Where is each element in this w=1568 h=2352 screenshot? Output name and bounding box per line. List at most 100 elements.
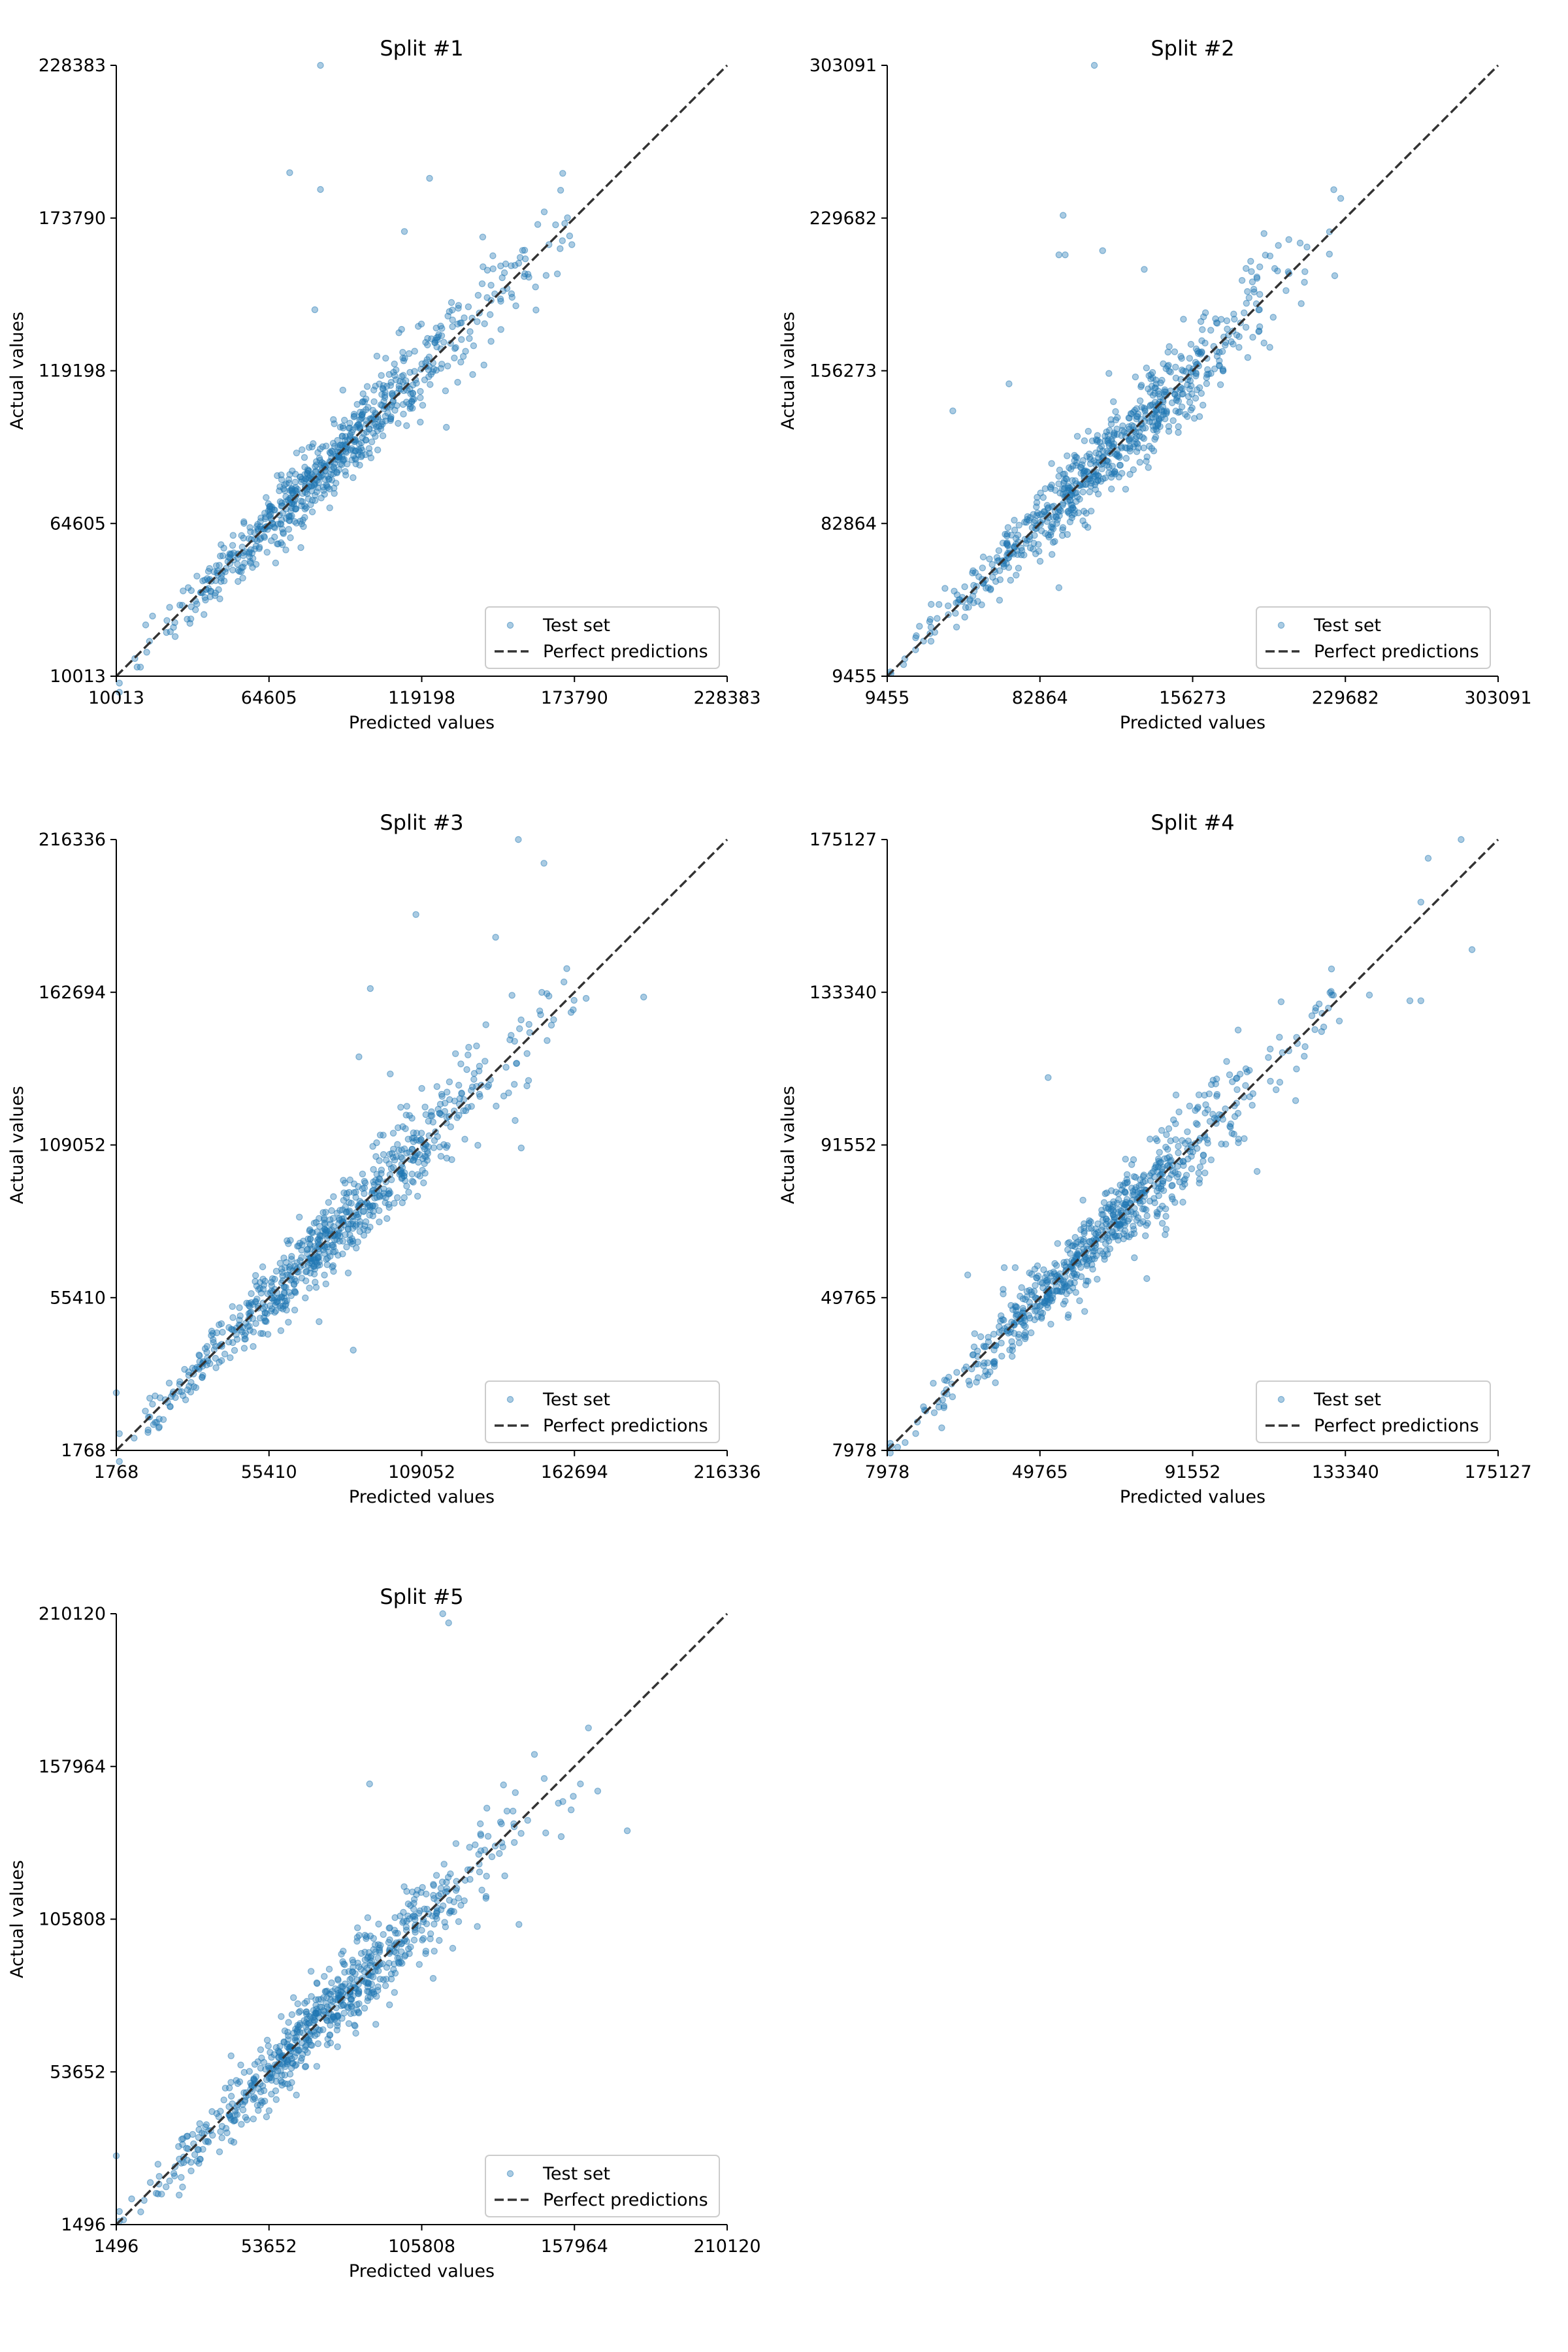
data-point <box>594 1788 602 1795</box>
data-point <box>1168 1193 1175 1200</box>
data-point <box>403 1103 410 1110</box>
data-point <box>1172 363 1179 371</box>
data-point <box>1094 491 1102 498</box>
data-point <box>953 623 960 631</box>
data-point <box>210 1336 217 1343</box>
data-point <box>443 423 450 431</box>
data-point <box>452 344 459 351</box>
data-point <box>1019 1305 1026 1312</box>
data-point <box>293 2033 300 2041</box>
data-point <box>1176 1178 1183 1186</box>
data-point <box>376 1976 384 1983</box>
data-point <box>1154 421 1162 429</box>
data-point <box>212 1354 220 1362</box>
data-point <box>437 1152 445 1160</box>
data-point <box>229 1314 237 1321</box>
data-point <box>210 568 218 576</box>
data-point <box>391 406 399 414</box>
data-point <box>263 549 270 556</box>
data-point <box>1123 1176 1131 1183</box>
data-point <box>395 419 402 427</box>
data-point <box>1045 1074 1052 1081</box>
data-point <box>301 502 308 510</box>
data-point <box>363 383 371 390</box>
data-point <box>1083 510 1090 517</box>
data-point <box>1198 389 1205 397</box>
data-point <box>1161 1155 1168 1162</box>
data-point <box>272 559 280 566</box>
data-point <box>1211 365 1218 372</box>
data-point <box>321 476 329 483</box>
data-point <box>334 2019 341 2027</box>
legend: Test set Perfect predictions <box>485 2155 720 2217</box>
data-point <box>1249 1102 1256 1109</box>
data-point <box>1242 323 1250 331</box>
axes: 7978 49765 91552 133340 175127 7978 49765 91552… <box>809 830 1532 1482</box>
data-point <box>410 1899 417 1907</box>
axes: 1496 53652 105808 157964 210120 1496 53652 1058… <box>39 1604 761 2257</box>
data-point <box>1244 288 1251 295</box>
data-point <box>945 602 952 610</box>
data-point <box>171 619 178 627</box>
data-point <box>1055 584 1062 591</box>
data-point <box>1014 531 1022 539</box>
data-point <box>1085 427 1092 435</box>
data-point <box>334 2012 341 2019</box>
legend-frame <box>1256 606 1491 669</box>
data-point <box>406 368 414 376</box>
data-point <box>272 2087 280 2095</box>
data-point <box>227 1354 234 1362</box>
data-point <box>199 1372 206 1379</box>
data-point <box>1216 349 1223 356</box>
data-point <box>1217 381 1224 389</box>
data-point <box>1200 1151 1207 1159</box>
data-point <box>1034 494 1041 501</box>
legend-frame <box>485 2155 720 2217</box>
data-point <box>281 482 288 489</box>
data-point <box>1064 1314 1071 1321</box>
data-point <box>373 423 380 431</box>
data-point <box>1248 268 1255 275</box>
data-point <box>483 1872 490 1880</box>
data-point <box>341 416 348 424</box>
data-point <box>321 1226 329 1233</box>
data-point <box>405 350 413 357</box>
x-tick-label: 10013 <box>88 688 144 708</box>
data-point <box>447 1123 455 1130</box>
data-point <box>543 990 551 997</box>
data-point <box>980 1343 987 1350</box>
data-point <box>284 2040 291 2048</box>
data-point <box>1143 365 1151 372</box>
data-point <box>1308 1012 1316 1019</box>
data-point <box>379 1960 386 1968</box>
data-point <box>457 359 465 366</box>
data-point <box>1071 1271 1078 1278</box>
scatter-points <box>112 1610 631 2225</box>
data-point <box>156 1394 164 1401</box>
data-point <box>992 578 1000 585</box>
data-point <box>1000 1264 1008 1271</box>
data-point <box>447 1870 454 1878</box>
data-point <box>1234 1109 1242 1117</box>
data-point <box>497 326 504 333</box>
data-point <box>1207 1156 1215 1164</box>
data-point <box>927 638 935 645</box>
data-point <box>1110 1198 1117 1205</box>
y-tick-label: 216336 <box>39 830 106 850</box>
data-point <box>410 1129 417 1137</box>
data-point <box>1113 1200 1120 1207</box>
data-point <box>279 2061 287 2068</box>
data-point <box>468 1086 475 1094</box>
data-point <box>1150 448 1158 455</box>
perfect-prediction-line <box>115 64 728 678</box>
data-point <box>436 1143 444 1151</box>
data-point <box>1172 374 1180 382</box>
data-point <box>508 992 515 999</box>
data-point <box>252 1320 259 1328</box>
data-point <box>1186 355 1194 362</box>
data-point <box>430 1144 438 1151</box>
data-point <box>331 1248 339 1255</box>
data-point <box>154 2161 161 2168</box>
data-point <box>268 1282 276 1289</box>
data-point <box>437 1885 445 1892</box>
